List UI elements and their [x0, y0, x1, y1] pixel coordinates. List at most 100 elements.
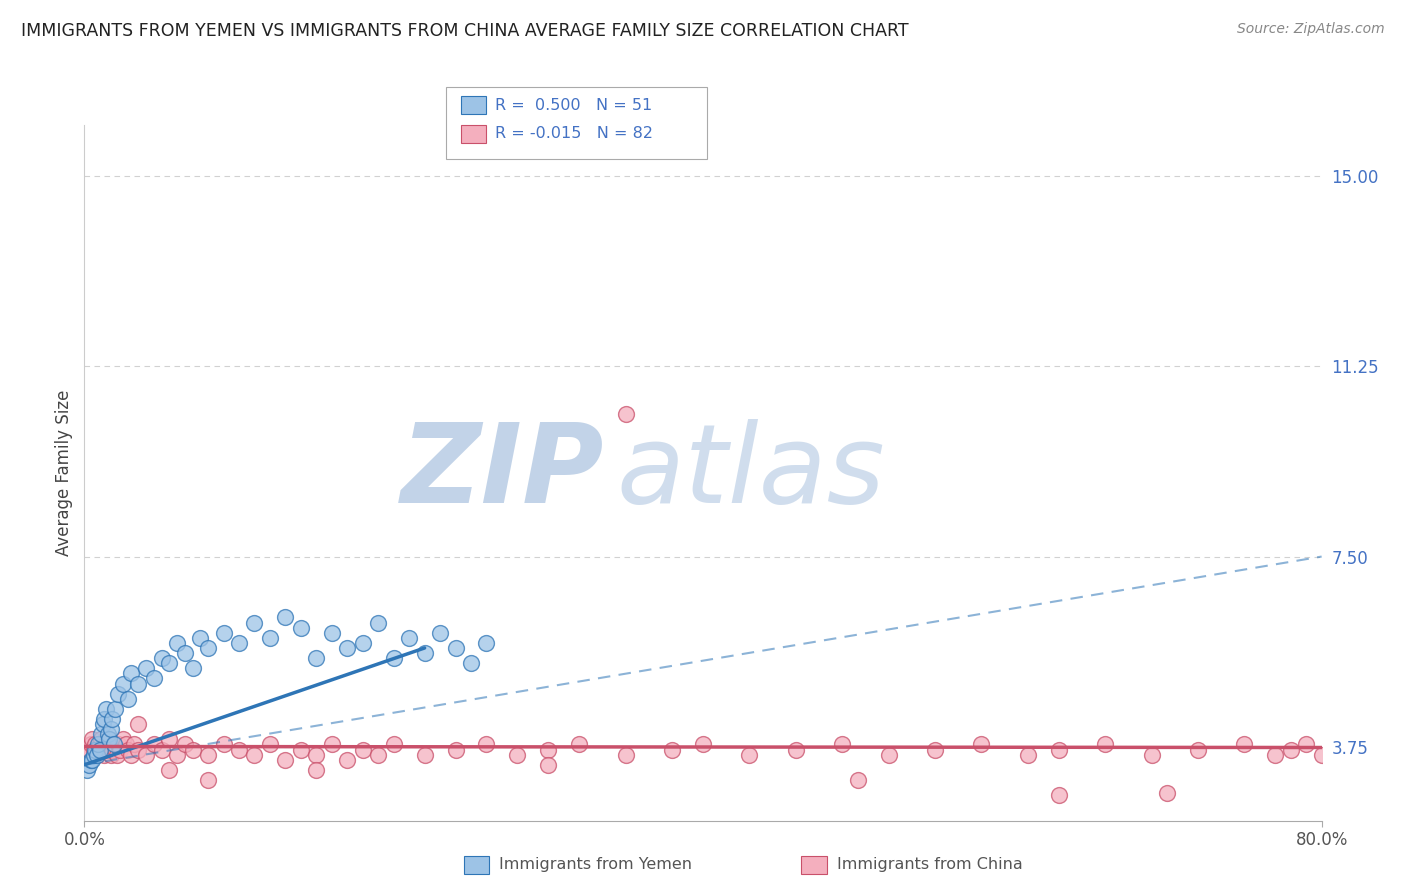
Point	[128, 717, 150, 731]
Point	[166, 747, 188, 762]
Point	[197, 747, 219, 762]
Point	[117, 742, 139, 756]
Point	[506, 747, 529, 762]
Point	[84, 742, 107, 756]
Point	[212, 625, 235, 640]
Point	[444, 640, 467, 655]
Point	[831, 738, 853, 752]
Point	[103, 738, 125, 752]
Point	[84, 738, 107, 752]
Point	[475, 636, 498, 650]
Point	[77, 742, 100, 756]
Point	[429, 625, 451, 640]
Point	[93, 712, 115, 726]
Point	[661, 742, 683, 756]
Point	[1264, 747, 1286, 762]
Point	[367, 615, 389, 630]
Point	[87, 742, 110, 756]
Point	[174, 738, 197, 752]
Text: IMMIGRANTS FROM YEMEN VS IMMIGRANTS FROM CHINA AVERAGE FAMILY SIZE CORRELATION C: IMMIGRANTS FROM YEMEN VS IMMIGRANTS FROM…	[21, 22, 908, 40]
Point	[274, 753, 297, 767]
Point	[1047, 742, 1070, 756]
Point	[135, 747, 157, 762]
Point	[143, 738, 166, 752]
Point	[83, 747, 105, 762]
Point	[100, 723, 122, 737]
Point	[352, 742, 374, 756]
Point	[413, 646, 436, 660]
Point	[197, 640, 219, 655]
Point	[181, 742, 204, 756]
Point	[86, 747, 108, 762]
Point	[100, 747, 122, 762]
Point	[352, 636, 374, 650]
Point	[82, 753, 104, 767]
Point	[94, 738, 117, 752]
Point	[212, 738, 235, 752]
Point	[970, 738, 993, 752]
Point	[413, 747, 436, 762]
Point	[321, 625, 343, 640]
Point	[398, 631, 420, 645]
Point	[104, 702, 127, 716]
Text: Source: ZipAtlas.com: Source: ZipAtlas.com	[1237, 22, 1385, 37]
Point	[112, 732, 135, 747]
Point	[104, 742, 127, 756]
Point	[382, 651, 405, 665]
Point	[738, 747, 761, 762]
Point	[1187, 742, 1209, 756]
Point	[181, 661, 204, 675]
Point	[1295, 738, 1317, 752]
Point	[128, 676, 150, 690]
Point	[614, 408, 637, 422]
Point	[537, 742, 560, 756]
Point	[108, 742, 131, 756]
Point	[117, 691, 139, 706]
Point	[77, 757, 100, 772]
Point	[150, 742, 173, 756]
Point	[1140, 747, 1163, 762]
Point	[115, 738, 138, 752]
Point	[79, 753, 101, 767]
Point	[159, 732, 181, 747]
Point	[76, 763, 98, 777]
Point	[135, 661, 157, 675]
Point	[83, 742, 105, 756]
Point	[382, 738, 405, 752]
Point	[91, 717, 114, 731]
Point	[97, 742, 120, 756]
Point	[105, 747, 128, 762]
Y-axis label: Average Family Size: Average Family Size	[55, 390, 73, 556]
Point	[877, 747, 900, 762]
Point	[305, 651, 328, 665]
Point	[259, 738, 281, 752]
Point	[444, 742, 467, 756]
Text: Immigrants from China: Immigrants from China	[837, 857, 1022, 871]
Point	[475, 738, 498, 752]
Point	[614, 747, 637, 762]
Point	[101, 712, 124, 726]
Point	[336, 753, 359, 767]
Point	[90, 732, 112, 747]
Point	[305, 763, 328, 777]
Point	[93, 747, 115, 762]
Point	[150, 651, 173, 665]
Point	[197, 772, 219, 787]
Point	[1047, 789, 1070, 803]
Point	[98, 732, 121, 747]
Point	[1233, 738, 1256, 752]
Point	[692, 738, 714, 752]
Text: R =  0.500   N = 51: R = 0.500 N = 51	[495, 98, 652, 112]
Point	[98, 732, 121, 747]
Text: Immigrants from Yemen: Immigrants from Yemen	[499, 857, 692, 871]
Point	[259, 631, 281, 645]
Point	[82, 732, 104, 747]
Point	[79, 738, 101, 752]
Point	[537, 757, 560, 772]
Point	[228, 636, 250, 650]
Point	[1279, 742, 1302, 756]
Point	[89, 738, 111, 752]
Point	[91, 742, 114, 756]
Point	[846, 772, 869, 787]
Point	[94, 702, 117, 716]
